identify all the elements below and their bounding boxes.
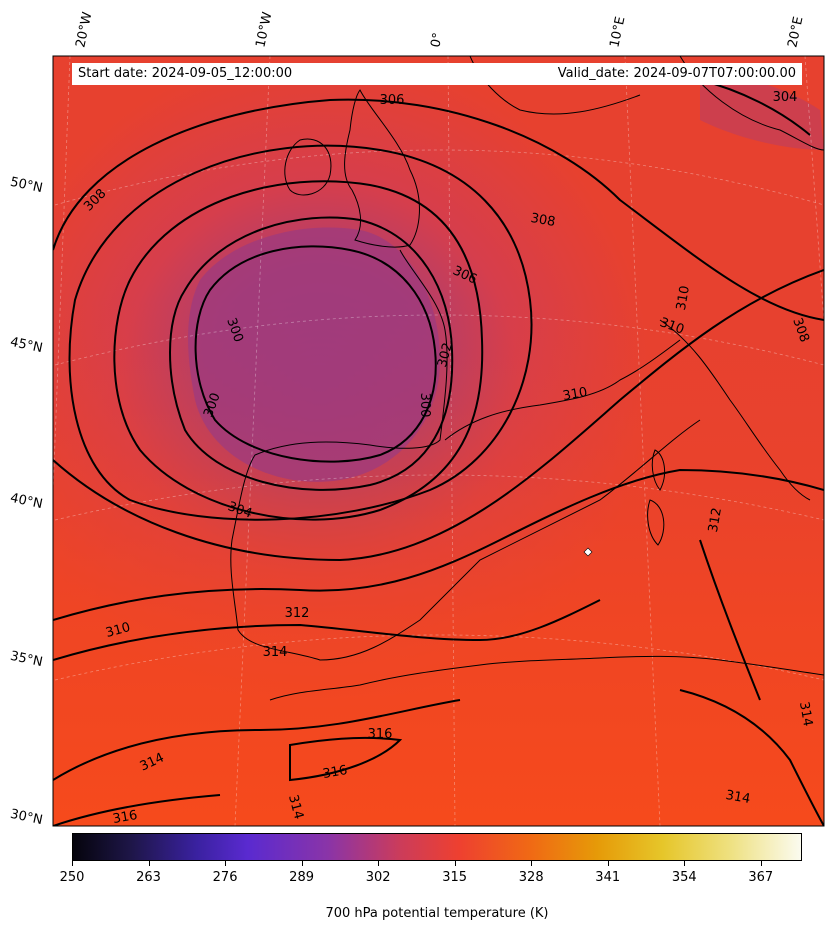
colorbar-tick-label: 263 — [136, 870, 161, 885]
colorbar-tick — [607, 861, 609, 866]
colorbar-tick — [72, 861, 73, 866]
start-date: Start date: 2024-09-05_12:00:00 — [78, 66, 293, 81]
colorbar-tick — [378, 861, 380, 866]
contour-label: 304 — [773, 90, 798, 105]
colorbar-tick — [225, 861, 227, 866]
contour-label: 302 — [435, 341, 456, 369]
contour-label: 306 — [380, 93, 405, 108]
contour-label: 310 — [562, 385, 589, 404]
colorbar-tick — [454, 861, 456, 866]
contour-label: 314 — [285, 793, 306, 821]
contour-label: 316 — [112, 808, 139, 827]
contour-label: 310 — [674, 285, 693, 312]
contour-label: 312 — [706, 507, 725, 534]
colorbar-tick — [148, 861, 150, 866]
colorbar-label: 700 hPa potential temperature (K) — [325, 906, 549, 921]
colorbar-tick-label: 328 — [518, 870, 544, 885]
contour-label: 312 — [285, 606, 310, 621]
contour-label: 316 — [322, 763, 349, 782]
colorbar-tick — [760, 861, 762, 866]
graticule — [53, 56, 824, 826]
colorbar-tick-label: 250 — [59, 870, 85, 885]
contour-label: 310 — [104, 620, 132, 641]
contour-label: 308 — [529, 211, 556, 230]
colorbar-tick-label: 354 — [671, 870, 697, 885]
valid-date: Valid_date: 2024-09-07T07:00:00.00 — [557, 66, 796, 81]
colorbar-tick-label: 302 — [365, 870, 391, 885]
marker-diamond — [583, 547, 593, 557]
contour-label: 316 — [368, 727, 393, 742]
colorbar-tick-label: 315 — [442, 870, 468, 885]
longitude-label: 0° — [428, 31, 447, 49]
temperature-field — [53, 56, 824, 826]
contour-label: 314 — [263, 645, 288, 660]
colorbar-tick — [684, 861, 686, 866]
colorbar-tick-label: 341 — [595, 870, 621, 885]
contour-label: 314 — [724, 788, 751, 807]
colorbar — [72, 833, 802, 861]
header-box: Start date: 2024-09-05_12:00:00 Valid_da… — [72, 63, 802, 85]
contour-label: 314 — [796, 701, 815, 728]
contour-label: 300 — [417, 393, 432, 418]
colorbar-tick-label: 276 — [212, 870, 238, 885]
colorbar-tick — [531, 861, 533, 866]
colorbar-tick-label: 367 — [748, 870, 774, 885]
colorbar-tick — [301, 861, 303, 866]
isentropes — [53, 79, 824, 826]
map-frame — [52, 55, 825, 827]
colorbar-tick-label: 289 — [289, 870, 315, 885]
